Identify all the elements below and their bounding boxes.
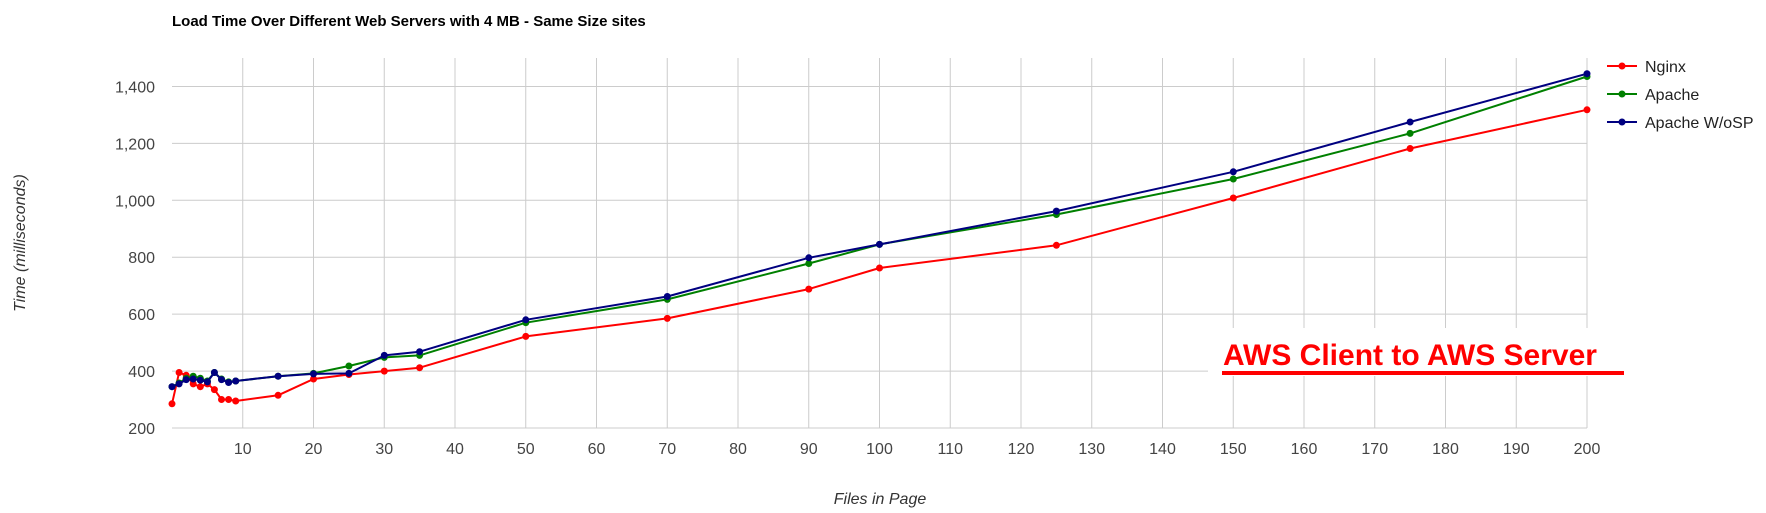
x-tick-label: 40 xyxy=(446,441,464,458)
legend-swatch-marker xyxy=(1618,118,1626,126)
data-point xyxy=(345,362,353,370)
data-point xyxy=(232,397,240,405)
y-axis-label: Time (milliseconds) xyxy=(12,174,29,312)
y-tick-label: 1,200 xyxy=(115,136,155,153)
x-tick-label: 80 xyxy=(729,441,747,458)
data-point xyxy=(416,348,424,356)
annotation: AWS Client to AWS Server xyxy=(1208,328,1634,376)
data-point xyxy=(182,376,190,384)
data-point xyxy=(1406,129,1414,137)
data-point xyxy=(805,285,813,293)
data-point xyxy=(310,375,317,383)
series-group xyxy=(168,70,1591,408)
data-point xyxy=(1583,106,1591,114)
legend-label: Nginx xyxy=(1645,59,1686,76)
y-tick-label: 1,400 xyxy=(115,79,155,96)
data-point xyxy=(218,376,225,384)
y-tick-label: 1,000 xyxy=(115,193,155,210)
legend-label: Apache xyxy=(1645,87,1699,104)
data-point xyxy=(196,383,204,391)
data-point xyxy=(522,316,530,324)
data-point xyxy=(345,369,353,377)
data-point xyxy=(1406,145,1414,152)
data-point xyxy=(210,369,218,376)
x-tick-label: 30 xyxy=(375,441,393,458)
data-point xyxy=(168,400,176,408)
data-point xyxy=(805,254,813,262)
data-point xyxy=(522,332,530,340)
x-tick-label: 200 xyxy=(1574,441,1601,458)
y-tick-label: 200 xyxy=(128,421,155,438)
legend-item-nginx: Nginx xyxy=(1607,59,1686,76)
series-nginx xyxy=(168,106,1591,408)
data-point xyxy=(189,380,197,388)
data-point xyxy=(232,377,240,385)
y-tick-label: 800 xyxy=(128,250,155,267)
data-point xyxy=(168,383,176,391)
data-point xyxy=(175,369,183,376)
x-tick-label: 90 xyxy=(800,441,818,458)
x-tick-label: 170 xyxy=(1361,441,1388,458)
x-tick-label: 100 xyxy=(866,441,893,458)
axis-ticks: 10 20 30 40 50 60 70 80 90 100 110 120 130 140 150 160 1… xyxy=(115,79,1600,458)
data-point xyxy=(1052,241,1060,249)
x-tick-label: 20 xyxy=(305,441,323,458)
data-point xyxy=(218,396,225,403)
data-point xyxy=(274,391,282,399)
data-point xyxy=(663,314,671,322)
data-point xyxy=(416,364,424,372)
data-point xyxy=(1583,70,1591,78)
x-tick-label: 180 xyxy=(1432,441,1459,458)
x-tick-label: 120 xyxy=(1008,441,1035,458)
x-tick-label: 140 xyxy=(1149,441,1176,458)
legend-item-apache-w-osp: Apache W/oSP xyxy=(1607,115,1754,132)
data-point xyxy=(1406,118,1414,126)
annotation-background xyxy=(1208,328,1634,376)
x-tick-label: 190 xyxy=(1503,441,1530,458)
data-point xyxy=(876,264,883,272)
x-axis-label: Files in Page xyxy=(834,491,927,508)
data-point xyxy=(1229,168,1237,176)
x-tick-label: 150 xyxy=(1220,441,1247,458)
data-point xyxy=(274,372,282,380)
data-point xyxy=(1229,194,1237,202)
x-tick-label: 10 xyxy=(234,441,252,458)
data-point xyxy=(1052,207,1060,215)
data-point xyxy=(1229,175,1237,183)
data-point xyxy=(663,293,671,300)
data-point xyxy=(876,240,883,248)
data-point xyxy=(805,260,813,267)
legend-label: Apache W/oSP xyxy=(1645,115,1754,132)
legend-swatch-marker xyxy=(1618,62,1626,70)
x-tick-label: 160 xyxy=(1291,441,1318,458)
data-point xyxy=(310,370,317,378)
annotation-text: AWS Client to AWS Server xyxy=(1223,339,1597,372)
data-point xyxy=(189,375,197,383)
x-tick-label: 60 xyxy=(588,441,606,458)
legend-swatch-marker xyxy=(1618,90,1626,98)
data-point xyxy=(380,367,388,375)
series-apache-w-osp xyxy=(168,70,1591,391)
legend-item-apache: Apache xyxy=(1607,87,1699,104)
y-tick-label: 600 xyxy=(128,307,155,324)
x-tick-label: 70 xyxy=(658,441,676,458)
data-point xyxy=(380,351,388,359)
legend: Nginx Apache Apache W/oSP xyxy=(1607,59,1754,132)
x-tick-label: 50 xyxy=(517,441,535,458)
data-point xyxy=(225,396,233,403)
data-point xyxy=(210,386,218,394)
x-tick-label: 110 xyxy=(937,441,963,458)
chart-title: Load Time Over Different Web Servers wit… xyxy=(172,13,646,30)
data-point xyxy=(203,378,211,386)
data-point xyxy=(175,380,183,388)
y-tick-label: 400 xyxy=(128,364,155,381)
data-point xyxy=(225,379,233,386)
data-point xyxy=(196,376,204,384)
x-tick-label: 130 xyxy=(1078,441,1105,458)
